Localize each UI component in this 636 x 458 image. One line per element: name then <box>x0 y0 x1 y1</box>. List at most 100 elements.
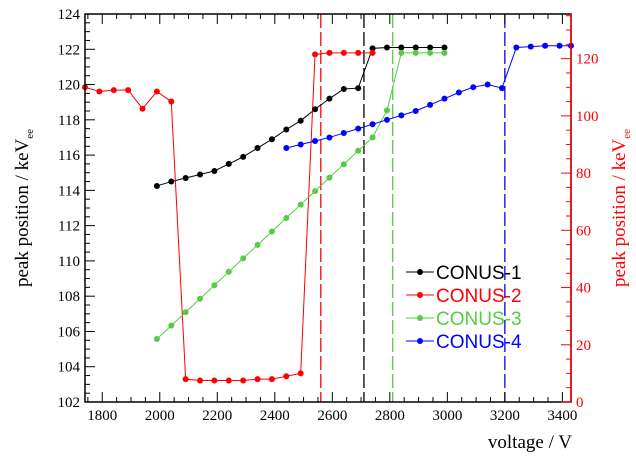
data-point-conus-1-11 <box>297 117 304 124</box>
y-left-axis-title-main: peak position / keV <box>12 138 33 287</box>
data-point-conus-4-15 <box>484 81 491 88</box>
data-point-conus-1-12 <box>312 106 319 113</box>
series-lines <box>84 45 571 382</box>
data-point-conus-2-14 <box>268 376 275 383</box>
series-points <box>82 42 574 384</box>
y-right-tick-label: 100 <box>576 109 599 125</box>
y-left-axis-ticks: 102 104 106 108 110 112 114 116 118 120 122 124 <box>58 7 95 411</box>
data-point-conus-3-10 <box>283 215 290 222</box>
y-left-tick-label: 114 <box>58 183 80 199</box>
x-tick-label: 2000 <box>145 408 175 424</box>
legend-label-conus-2: CONUS-2 <box>436 286 522 307</box>
y-right-tick-label: 80 <box>576 166 591 182</box>
data-point-conus-3-19 <box>412 49 419 56</box>
data-point-conus-3-2 <box>168 322 175 329</box>
data-point-conus-3-12 <box>312 188 319 195</box>
svg-text:peak position / keVee: peak position / keVee <box>12 129 36 287</box>
data-point-conus-1-9 <box>268 136 275 143</box>
data-point-conus-1-4 <box>197 171 204 178</box>
data-point-conus-3-1 <box>153 336 160 343</box>
data-point-conus-2-21 <box>369 49 376 56</box>
data-point-conus-2-15 <box>283 373 290 380</box>
data-point-conus-4-13 <box>455 89 462 96</box>
x-tick-label: 2200 <box>202 408 232 424</box>
x-tick-label: 3400 <box>547 408 577 424</box>
data-point-conus-2-18 <box>326 49 333 56</box>
y-right-axis-title-sub: ee <box>621 129 633 139</box>
y-left-tick-label: 124 <box>58 7 81 23</box>
data-point-conus-4-10 <box>412 108 419 114</box>
legend-marker-conus-4 <box>417 338 423 344</box>
data-point-conus-2-2 <box>96 88 103 95</box>
data-point-conus-4-3 <box>312 137 319 144</box>
y-right-tick-label: 60 <box>576 223 591 239</box>
data-point-conus-4-4 <box>326 134 333 141</box>
data-point-conus-2-13 <box>254 376 261 383</box>
x-axis-ticks: 1800 2000 2200 2400 2600 2800 3000 3200 3400 <box>87 14 577 424</box>
y-right-axis-ticks: 0 20 40 60 80 100 120 <box>561 14 599 411</box>
data-point-conus-3-14 <box>340 161 347 168</box>
data-point-conus-3-6 <box>225 268 232 275</box>
data-point-conus-2-19 <box>340 49 347 56</box>
data-point-conus-3-15 <box>355 147 362 154</box>
data-point-conus-3-9 <box>268 228 275 235</box>
data-point-conus-2-12 <box>240 377 247 384</box>
data-point-conus-3-18 <box>398 49 405 56</box>
data-point-conus-3-7 <box>240 255 247 262</box>
y-left-tick-label: 104 <box>58 360 81 376</box>
legend-marker-conus-2 <box>417 292 423 298</box>
data-point-conus-1-20 <box>427 44 434 51</box>
data-point-conus-4-16 <box>498 85 505 92</box>
y-left-tick-label: 120 <box>58 78 81 94</box>
legend-label-conus-4: CONUS-4 <box>436 332 522 353</box>
legend-marker-conus-3 <box>417 315 423 321</box>
y-left-axis-title-sub: ee <box>24 129 36 139</box>
data-point-conus-4-14 <box>470 84 477 91</box>
data-point-conus-1-15 <box>355 85 362 92</box>
data-point-conus-2-17 <box>312 51 319 58</box>
data-point-conus-4-19 <box>542 42 549 49</box>
data-point-conus-2-20 <box>355 49 362 56</box>
data-point-conus-2-5 <box>139 105 146 112</box>
data-point-conus-4-11 <box>427 101 434 108</box>
y-right-tick-label: 120 <box>576 52 599 68</box>
data-point-conus-3-13 <box>326 174 333 181</box>
data-point-conus-4-5 <box>340 130 347 137</box>
data-point-conus-1-14 <box>340 85 347 92</box>
x-tick-label: 2400 <box>260 408 290 424</box>
data-point-conus-4-2 <box>297 141 304 148</box>
svg-text:peak position / keVee: peak position / keVee <box>609 129 633 287</box>
data-point-conus-3-5 <box>211 282 218 289</box>
x-tick-label: 2800 <box>375 408 405 424</box>
data-point-conus-4-1 <box>283 145 290 152</box>
data-point-conus-4-18 <box>527 43 534 50</box>
data-point-conus-4-9 <box>398 112 405 119</box>
data-point-conus-2-3 <box>110 87 117 94</box>
data-point-conus-2-4 <box>125 87 132 94</box>
y-left-tick-label: 102 <box>58 395 81 411</box>
data-point-conus-1-6 <box>225 160 232 167</box>
y-right-tick-label: 20 <box>576 338 591 354</box>
data-point-conus-4-12 <box>441 95 448 102</box>
data-point-conus-1-18 <box>398 44 405 51</box>
legend-label-conus-1: CONUS-1 <box>436 263 522 284</box>
data-point-conus-3-3 <box>182 309 189 316</box>
y-left-tick-label: 106 <box>58 324 81 340</box>
legend-marker-conus-1 <box>417 269 423 275</box>
data-point-conus-4-7 <box>369 121 376 128</box>
legend-label-conus-3: CONUS-3 <box>436 309 522 330</box>
data-point-conus-1-16 <box>369 45 376 52</box>
y-left-tick-label: 122 <box>58 42 81 58</box>
data-point-conus-1-19 <box>412 44 419 51</box>
data-point-conus-4-17 <box>513 44 520 51</box>
data-point-conus-2-7 <box>168 98 175 105</box>
data-point-conus-3-21 <box>441 49 448 56</box>
y-left-tick-label: 116 <box>58 148 80 164</box>
data-point-conus-3-4 <box>197 295 204 302</box>
y-right-tick-label: 0 <box>576 395 584 411</box>
x-tick-label: 3200 <box>490 408 520 424</box>
x-tick-label: 1800 <box>87 408 117 424</box>
data-point-conus-1-3 <box>182 175 189 182</box>
